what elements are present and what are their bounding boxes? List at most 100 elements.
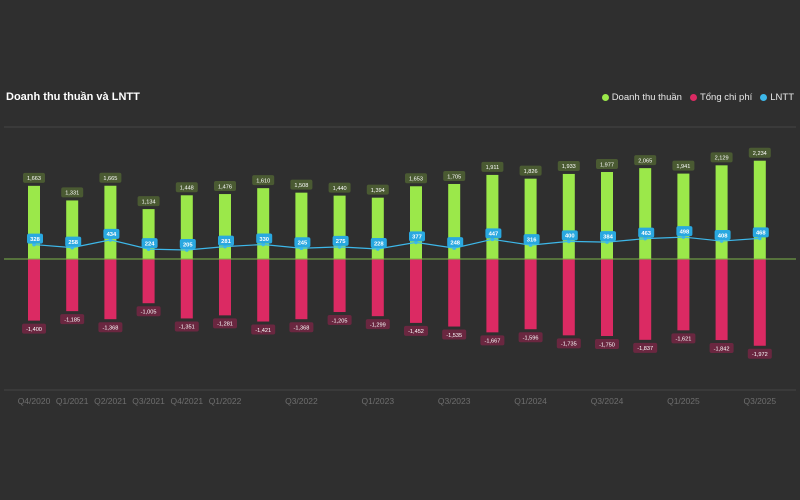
profit-data-label: 377: [412, 235, 422, 241]
x-tick-label: Q4/2021: [170, 396, 203, 406]
x-tick-label: Q3/2024: [591, 396, 624, 406]
profit-data-label: 468: [756, 231, 766, 237]
cost-data-label: -1,621: [675, 337, 691, 343]
cost-label-bg: [556, 338, 581, 349]
revenue-data-label: 1,508: [294, 183, 308, 189]
x-tick-label: Q3/2023: [438, 396, 471, 406]
cost-label-bg: [289, 322, 314, 333]
cost-label-bg: [174, 321, 199, 332]
cost-data-label: -1,750: [599, 342, 615, 348]
cost-bar: [333, 259, 346, 313]
cost-bar: [715, 259, 728, 341]
revenue-label-bg: [23, 172, 45, 183]
chart-title: Doanh thu thuần và LNTT: [6, 91, 140, 103]
revenue-label-bg: [748, 147, 771, 158]
profit-label-bg: [752, 227, 769, 238]
revenue-data-label: 1,826: [524, 169, 538, 175]
cost-data-label: -1,400: [26, 327, 42, 333]
legend-dot-revenue: [601, 94, 609, 101]
revenue-data-label: 1,440: [333, 186, 347, 192]
revenue-bar: [333, 195, 346, 259]
revenue-label-bg: [175, 182, 198, 193]
profit-data-label: 281: [221, 239, 231, 245]
profit-label-bg: [370, 237, 387, 248]
profit-data-label: 316: [527, 237, 537, 243]
cost-label-bg: [595, 339, 619, 349]
revenue-label-bg: [99, 172, 122, 183]
profit-data-label: 400: [565, 234, 575, 240]
profit-data-label: 258: [68, 240, 78, 246]
profit-data-label: 275: [336, 239, 346, 245]
legend-item-revenue[interactable]: Doanh thu thuần: [601, 92, 682, 103]
cost-label-bg: [251, 324, 276, 335]
cost-bar: [753, 259, 766, 346]
revenue-data-label: 2,129: [715, 156, 729, 162]
legend-item-cost[interactable]: Tổng chi phí: [689, 92, 753, 103]
cost-data-label: -1,667: [484, 339, 500, 345]
profit-label-bg: [27, 233, 43, 244]
cost-label-bg: [747, 348, 772, 359]
revenue-data-label: 1,134: [142, 199, 156, 205]
x-tick-label: Q3/2021: [132, 396, 165, 406]
revenue-bar: [639, 168, 652, 259]
profit-point: [32, 242, 36, 247]
profit-label-bg: [218, 235, 234, 246]
profit-label-bg: [179, 238, 196, 249]
x-tick-label: Q4/2020: [18, 396, 51, 406]
revenue-label-bg: [557, 160, 580, 171]
profit-label-bg: [294, 237, 311, 248]
profit-point: [108, 238, 113, 242]
cost-data-label: -1,452: [408, 329, 424, 335]
x-tick-label: Q1/2021: [56, 396, 89, 406]
cost-bar: [448, 259, 461, 327]
cost-bar: [410, 259, 422, 323]
cost-label-bg: [404, 325, 428, 336]
cost-data-label: -1,842: [714, 346, 730, 352]
legend-item-profit[interactable]: LNTT: [760, 92, 794, 103]
revenue-bar: [66, 200, 79, 259]
cost-bar: [66, 259, 79, 312]
cost-label-bg: [327, 315, 352, 326]
profit-data-label: 248: [450, 240, 460, 246]
revenue-label-bg: [481, 161, 504, 172]
x-tick-label: Q1/2025: [667, 396, 700, 406]
cost-bar: [562, 259, 575, 336]
profit-data-label: 447: [489, 232, 499, 238]
x-tick-label: Q2/2021: [94, 396, 127, 406]
profit-label-bg: [447, 237, 464, 248]
cost-data-label: -1,351: [179, 325, 195, 331]
legend-dot-profit: [760, 94, 768, 101]
legend: Doanh thu thuần Tổng chi phí LNTT: [601, 92, 794, 103]
revenue-data-label: 1,331: [65, 191, 79, 197]
legend-dot-cost: [689, 94, 697, 101]
revenue-data-label: 1,476: [218, 184, 232, 190]
profit-point: [681, 235, 686, 239]
revenue-bar: [486, 174, 499, 259]
profit-label-bg: [523, 234, 540, 245]
revenue-bar: [257, 188, 270, 259]
cost-data-label: -1,837: [637, 346, 653, 352]
legend-label-cost: Tổng chi phí: [699, 92, 753, 103]
revenue-data-label: 1,911: [486, 165, 500, 171]
revenue-bar: [677, 173, 690, 259]
revenue-data-label: 1,665: [103, 176, 117, 182]
revenue-bar: [28, 185, 40, 259]
profit-point: [185, 248, 189, 252]
profit-data-label: 328: [30, 237, 40, 243]
cost-label-bg: [633, 342, 658, 353]
profit-label-bg: [561, 230, 578, 241]
profit-label-bg: [332, 235, 349, 246]
revenue-data-label: 1,933: [562, 164, 576, 170]
profit-label-bg: [256, 233, 273, 244]
revenue-label-bg: [290, 179, 313, 190]
revenue-bar: [524, 178, 537, 259]
cost-data-label: -1,205: [332, 318, 348, 324]
revenue-data-label: 1,941: [676, 164, 690, 170]
revenue-label-bg: [443, 170, 466, 181]
profit-point: [70, 245, 74, 250]
profit-data-label: 434: [107, 232, 117, 238]
revenue-bar: [410, 186, 422, 259]
x-tick-label: Q1/2022: [209, 396, 242, 406]
cost-bar: [486, 259, 499, 333]
